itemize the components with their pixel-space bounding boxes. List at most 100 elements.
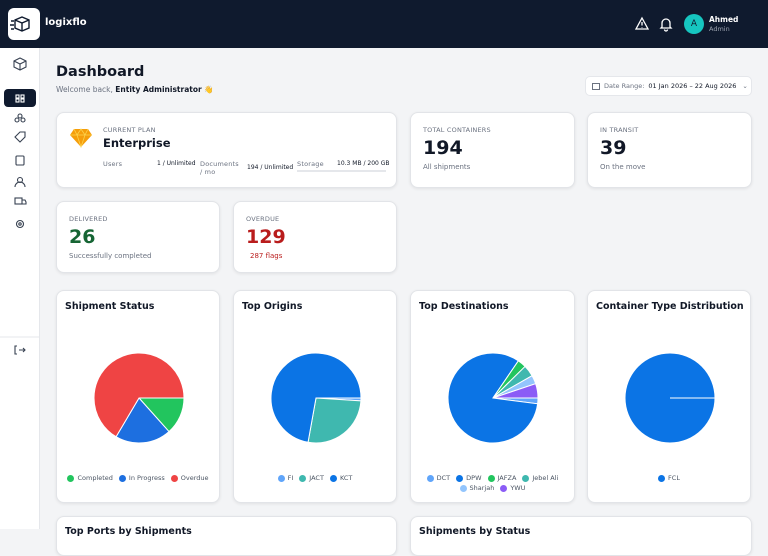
user-role: Admin: [709, 25, 730, 33]
chart-card: Top Origins FI JACT KCT: [233, 290, 397, 503]
legend-swatch: [329, 474, 337, 482]
legend-label: Overdue: [180, 474, 209, 482]
legend: FI JACT KCT: [238, 474, 392, 482]
plan-name: Enterprise: [103, 136, 171, 150]
stat-value: 26: [69, 226, 96, 248]
bottom-card: Top Ports by Shipments: [56, 516, 397, 556]
chart-card: Top Destinations DCT DPW JAFZA Jebel Ali Shar…: [410, 290, 575, 503]
plan-icon: [70, 128, 92, 149]
legend-swatch: [170, 474, 178, 482]
usage-label: Storage: [297, 160, 324, 168]
legend-label: DPW: [466, 474, 482, 482]
storage-bar: [297, 170, 386, 172]
legend-item: JAFZA: [487, 474, 517, 482]
wave: 👋: [204, 85, 214, 94]
legend-swatch: [118, 474, 126, 482]
stat-sub: All shipments: [423, 163, 471, 171]
legend-label: In Progress: [128, 474, 165, 482]
legend-item: JACT: [299, 474, 324, 482]
plan-label: CURRENT PLAN: [103, 126, 156, 134]
stat-label: IN TRANSIT: [600, 126, 639, 134]
legend-swatch: [658, 474, 666, 482]
legend-swatch: [299, 474, 307, 482]
avatar[interactable]: A: [684, 14, 704, 34]
top-bar: logixflo A Ahmed Admin: [0, 0, 768, 48]
bell-icon[interactable]: [658, 16, 674, 32]
chart-title: Top Origins: [242, 301, 303, 312]
legend-item: Sharjah: [459, 484, 495, 492]
stat-value: 39: [600, 137, 627, 159]
date-range[interactable]: Date Range: 01 Jan 2026 – 22 Aug 2026 ⌄: [585, 76, 752, 96]
plan-card: CURRENT PLAN Enterprise Users 1 / Unlimi…: [56, 112, 397, 188]
entity: Entity Administrator: [115, 85, 202, 94]
usage-value: 10.3 MB / 200 GB: [337, 160, 390, 167]
stat-label: TOTAL CONTAINERS: [423, 126, 491, 134]
welcome-text: Welcome back,: [56, 85, 113, 94]
alert-icon[interactable]: [634, 16, 650, 32]
pie-slice: [270, 352, 362, 443]
pie-slice: [492, 383, 539, 399]
stat-card: OVERDUE 129 287 flags: [233, 201, 397, 273]
pie-slice: [93, 352, 185, 438]
date-label: Date Range:: [604, 82, 645, 90]
legend-swatch: [487, 474, 495, 482]
legend-label: FI: [287, 474, 294, 482]
legend-swatch: [500, 484, 508, 492]
legend-item: Jebel Ali: [522, 474, 558, 482]
legend-label: JAFZA: [497, 474, 517, 482]
card-title: Shipments by Status: [419, 526, 531, 537]
calendar-icon: [592, 83, 600, 90]
pie-slice: [115, 397, 170, 444]
legend-label: YWU: [510, 484, 526, 492]
pie-chart: [447, 352, 539, 444]
legend-item: DCT: [426, 474, 451, 482]
legend-swatch: [67, 474, 75, 482]
stat-value: 194: [423, 137, 463, 159]
chart-title: Top Destinations: [419, 301, 509, 312]
user-name: Ahmed: [709, 15, 739, 24]
chart-card: Container Type Distribution FCL: [587, 290, 751, 503]
stat-card: TOTAL CONTAINERS 194 All shipments: [410, 112, 575, 188]
usage-label: Documents / mo: [200, 160, 239, 176]
legend-item: KCT: [329, 474, 353, 482]
legend-item: FI: [277, 474, 294, 482]
stat-sub: On the move: [600, 163, 646, 171]
usage-label: Users: [103, 160, 123, 168]
legend: Completed In Progress Overdue: [61, 474, 215, 482]
pie-chart: [93, 352, 185, 444]
usage-value: 194 / Unlimited: [247, 164, 294, 171]
pie-chart: [270, 352, 362, 444]
pie-slice: [447, 352, 539, 444]
legend-item: Completed: [67, 474, 113, 482]
pie-slice: [307, 397, 362, 444]
page-title: Dashboard: [56, 64, 145, 80]
logo[interactable]: [8, 8, 40, 40]
sidebar-icons: [0, 57, 40, 355]
legend: DCT DPW JAFZA Jebel Ali Sharjah YWU: [415, 474, 570, 492]
stat-card: IN TRANSIT 39 On the move: [587, 112, 752, 188]
legend-label: FCL: [668, 474, 680, 482]
chart-title: Shipment Status: [65, 301, 155, 312]
date-value: 01 Jan 2026 – 22 Aug 2026: [648, 82, 737, 90]
legend-swatch: [277, 474, 285, 482]
legend-label: Jebel Ali: [532, 474, 559, 482]
legend-item: In Progress: [118, 474, 165, 482]
stat-label: DELIVERED: [69, 215, 108, 223]
chart-card: Shipment Status Completed In Progress Overd…: [56, 290, 220, 503]
stat-sub: Successfully completed: [69, 252, 152, 260]
stat-label: OVERDUE: [246, 215, 280, 223]
legend-label: DCT: [436, 474, 451, 482]
legend-item: DPW: [456, 474, 482, 482]
legend-label: JACT: [309, 474, 324, 482]
usage-value: 1 / Unlimited: [157, 160, 196, 167]
pie-chart: [624, 352, 716, 444]
bottom-card: Shipments by Status: [410, 516, 752, 556]
legend-swatch: [522, 474, 530, 482]
stat-value: 129: [246, 226, 286, 248]
legend-label: Sharjah: [469, 484, 495, 492]
legend-label: KCT: [339, 474, 353, 482]
sidebar: [0, 48, 40, 529]
legend-swatch: [426, 474, 434, 482]
chevron: ⌄: [742, 82, 748, 90]
